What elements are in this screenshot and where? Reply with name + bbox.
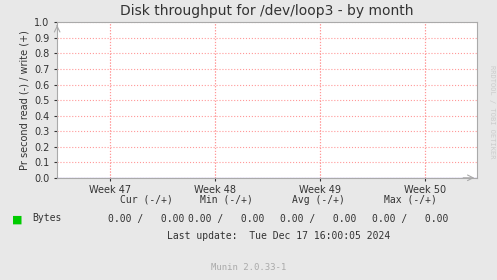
Y-axis label: Pr second read (-) / write (+): Pr second read (-) / write (+) (20, 30, 30, 170)
Text: Munin 2.0.33-1: Munin 2.0.33-1 (211, 263, 286, 272)
Text: 0.00 /   0.00: 0.00 / 0.00 (280, 214, 356, 224)
Text: ■: ■ (12, 214, 23, 224)
Text: RRDTOOL / TOBI OETIKER: RRDTOOL / TOBI OETIKER (489, 65, 495, 159)
Text: Bytes: Bytes (32, 213, 62, 223)
Title: Disk throughput for /dev/loop3 - by month: Disk throughput for /dev/loop3 - by mont… (120, 4, 414, 18)
Text: 0.00 /   0.00: 0.00 / 0.00 (372, 214, 448, 224)
Text: 0.00 /   0.00: 0.00 / 0.00 (188, 214, 264, 224)
Text: Last update:  Tue Dec 17 16:00:05 2024: Last update: Tue Dec 17 16:00:05 2024 (166, 231, 390, 241)
Text: Avg (-/+): Avg (-/+) (292, 195, 344, 205)
Text: 0.00 /   0.00: 0.00 / 0.00 (108, 214, 185, 224)
Text: Max (-/+): Max (-/+) (384, 195, 436, 205)
Text: Min (-/+): Min (-/+) (200, 195, 252, 205)
Text: Cur (-/+): Cur (-/+) (120, 195, 173, 205)
